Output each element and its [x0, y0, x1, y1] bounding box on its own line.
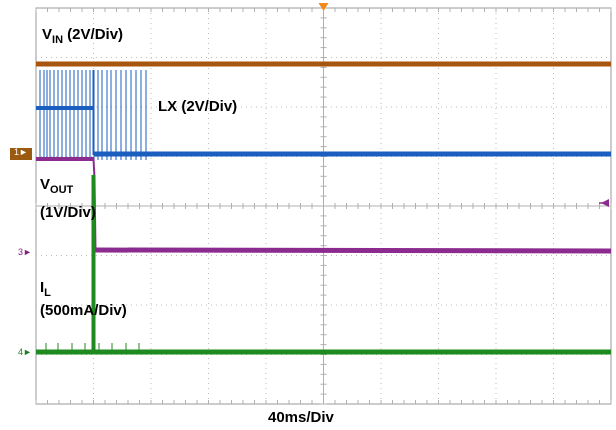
il-label: IL	[40, 279, 51, 299]
channel-1-marker: 1►	[10, 148, 32, 160]
x-axis-label: 40ms/Div	[268, 409, 334, 426]
channel-3-marker: 3►	[18, 247, 32, 257]
channel-4-marker: 4►	[18, 347, 32, 357]
il-scale-label: (500mA/Div)	[40, 302, 127, 319]
lx-label: LX (2V/Div)	[158, 98, 238, 115]
vout-label: VOUT	[40, 176, 74, 196]
vout-trace-low	[95, 247, 612, 254]
trigger-marker	[318, 3, 329, 11]
vout-scale-label: (1V/Div)	[40, 204, 96, 221]
vin-label: VIN (2V/Div)	[42, 26, 124, 46]
